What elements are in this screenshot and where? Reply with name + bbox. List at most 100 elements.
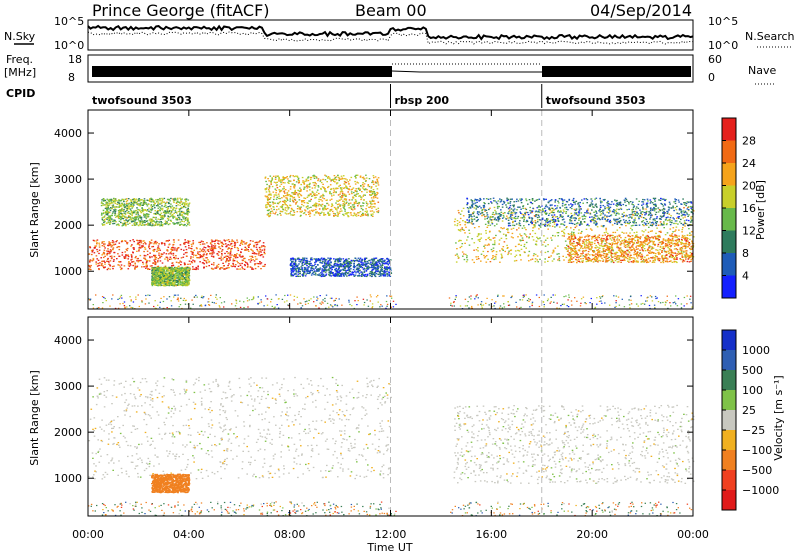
heatmap-cell [202,255,205,257]
heatmap-cell [387,264,390,266]
heatmap-cell [244,264,246,267]
heatmap-cell [359,257,362,259]
heatmap-cell [110,199,112,201]
heatmap-cell [360,264,363,266]
heatmap-cell [88,268,91,270]
heatmap-cell [642,245,644,248]
heatmap-cell [502,246,505,248]
heatmap-cell [161,272,164,275]
heatmap-cell [187,208,189,210]
heatmap-cell [128,265,131,267]
heatmap-cell [300,195,303,197]
heatmap-cell [542,223,544,226]
heatmap-cell [355,215,358,217]
heatmap-cell [146,261,148,263]
heatmap-cell [260,268,262,270]
heatmap-cell [635,261,638,263]
heatmap-cell [184,281,187,283]
heatmap-cell [131,207,133,209]
heatmap-cell [138,200,140,202]
heatmap-cell [116,203,118,205]
heatmap-cell [528,260,530,262]
heatmap-cell [645,210,648,213]
heatmap-cell [96,239,99,241]
heatmap-cell [299,211,302,213]
heatmap-cell [102,198,105,200]
heatmap-cell [310,267,312,269]
heatmap-cell [274,188,277,190]
heatmap-cell [139,254,142,257]
heatmap-cell [369,210,372,212]
heatmap-cell [112,202,114,204]
heatmap-cell [231,245,233,247]
heatmap-cell [343,193,346,195]
heatmap-cell [375,268,377,270]
heatmap-cell [161,270,163,272]
heatmap-cell [336,271,339,273]
heatmap-cell [377,182,379,184]
heatmap-cell [371,191,373,193]
heatmap-cell [346,186,348,188]
heatmap-cell [330,205,333,208]
heatmap-cell [295,275,297,277]
heatmap-cell [111,241,114,244]
heatmap-cell [316,203,318,205]
heatmap-cell [161,282,163,284]
heatmap-cell [151,218,153,220]
heatmap-cell [315,261,317,263]
heatmap-cell [284,189,287,191]
heatmap-cell [343,204,346,206]
heatmap-cell [155,221,157,224]
heatmap-cell [250,258,252,260]
heatmap-cell [120,209,122,211]
heatmap-cell [178,274,181,276]
heatmap-cell [579,237,582,239]
heatmap-cell [339,204,342,206]
heatmap-cell [348,264,350,266]
heatmap-cell [240,241,243,243]
heatmap-cell [367,265,369,267]
heatmap-cell [299,215,302,217]
heatmap-cell [329,275,331,277]
heatmap-cell [155,213,158,215]
heatmap-cell [350,264,352,266]
heatmap-cell [386,273,388,276]
heatmap-cell [342,175,345,177]
heatmap-cell [135,255,137,258]
heatmap-cell [365,202,368,205]
heatmap-cell [252,268,255,270]
heatmap-cell [187,276,190,278]
heatmap-cell [305,214,307,216]
heatmap-cell [317,268,319,270]
heatmap-cell [130,203,132,205]
heatmap-cell [348,193,351,195]
heatmap-cell [633,242,635,244]
heatmap-cell [488,244,490,246]
heatmap-cell [108,243,110,245]
heatmap-cell [187,268,190,271]
heatmap-cell [136,211,139,213]
heatmap-cell [144,221,146,224]
heatmap-cell [511,232,514,235]
heatmap-cell [159,249,161,251]
heatmap-cell [192,240,194,242]
heatmap-cell [167,270,169,272]
heatmap-cell [361,275,363,277]
heatmap-cell [172,249,175,251]
heatmap-cell [160,203,163,205]
heatmap-cell [300,258,302,261]
heatmap-cell [336,273,338,275]
heatmap-cell [150,242,153,244]
heatmap-cell [292,183,294,185]
heatmap-cell [300,211,303,213]
heatmap-cell [532,239,535,241]
heatmap-cell [310,262,312,265]
heatmap-cell [311,259,313,261]
heatmap-cell [311,210,314,212]
heatmap-cell [342,262,345,264]
heatmap-cell [137,203,140,205]
heatmap-cell [525,229,527,231]
heatmap-cell [153,273,155,276]
heatmap-cell [538,228,540,230]
heatmap-cell [106,210,109,212]
